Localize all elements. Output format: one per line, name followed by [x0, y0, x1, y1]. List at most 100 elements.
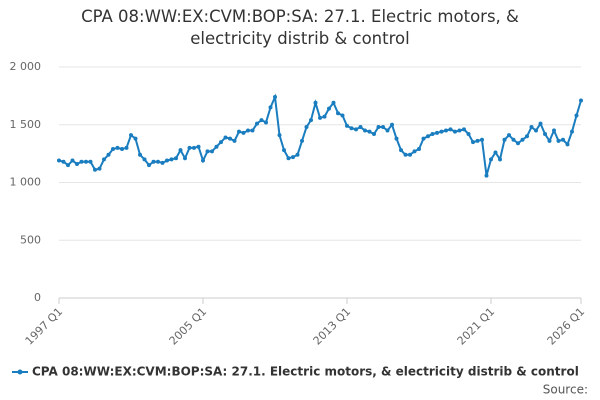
data-point	[304, 125, 309, 130]
data-point	[318, 115, 322, 120]
data-point	[430, 131, 435, 136]
data-point	[228, 136, 232, 141]
data-point	[291, 155, 295, 160]
data-point	[363, 128, 367, 133]
data-point	[529, 125, 534, 130]
data-point	[313, 100, 318, 105]
data-point	[327, 106, 331, 111]
data-point	[462, 127, 466, 132]
data-point	[277, 133, 282, 138]
data-point	[106, 152, 111, 157]
data-point	[84, 159, 88, 164]
data-point	[111, 147, 115, 152]
data-point	[115, 145, 120, 150]
data-point	[322, 114, 327, 119]
data-point	[160, 160, 165, 165]
data-point	[70, 158, 75, 163]
data-point	[471, 140, 475, 145]
data-point	[543, 131, 547, 136]
data-point	[565, 142, 570, 147]
data-point	[165, 158, 169, 163]
data-point	[444, 128, 448, 133]
data-point	[457, 128, 462, 133]
data-point	[237, 129, 241, 134]
data-point	[61, 159, 66, 164]
data-point	[507, 133, 511, 138]
data-point	[394, 136, 399, 141]
source: Source:	[543, 383, 588, 397]
data-point	[493, 150, 498, 155]
data-point	[151, 159, 156, 164]
data-point	[210, 149, 214, 154]
data-point	[538, 121, 543, 126]
data-point	[232, 138, 237, 143]
data-point	[124, 145, 129, 150]
data-point	[201, 158, 205, 163]
data-point	[340, 113, 345, 118]
x-tick-label: 2026 Q1	[545, 305, 588, 348]
y-tick-label: 2 000	[10, 60, 42, 73]
data-point	[511, 137, 516, 142]
data-point	[412, 149, 417, 154]
data-point	[489, 157, 493, 162]
data-point	[196, 144, 201, 149]
data-point	[138, 152, 142, 157]
data-point	[156, 159, 160, 164]
data-point	[282, 148, 286, 153]
data-point	[273, 95, 277, 100]
data-point	[417, 147, 421, 152]
data-point	[574, 113, 579, 118]
data-point	[97, 166, 102, 171]
x-tick-label: 2013 Q1	[311, 305, 354, 348]
data-point	[102, 157, 106, 162]
legend-label: CPA 08:WW:EX:CVM:BOP:SA: 27.1. Electric …	[32, 365, 579, 379]
data-point	[259, 118, 264, 123]
data-point	[534, 128, 538, 133]
y-tick-label: 1 500	[10, 118, 42, 131]
data-point	[475, 138, 480, 143]
data-point	[390, 122, 394, 127]
chart-title: CPA 08:WW:EX:CVM:BOP:SA: 27.1. Electric …	[81, 7, 519, 48]
data-point	[421, 136, 426, 141]
data-point	[295, 152, 300, 157]
data-point	[246, 128, 250, 133]
data-point	[579, 98, 583, 103]
data-point	[268, 105, 273, 110]
data-point	[426, 134, 430, 139]
data-point	[516, 141, 520, 146]
data-point	[349, 126, 354, 131]
data-point	[336, 111, 340, 116]
data-point	[367, 129, 372, 134]
data-point	[120, 147, 124, 152]
y-tick-label: 0	[34, 291, 41, 304]
data-point	[399, 148, 403, 153]
data-point	[241, 130, 246, 135]
data-point	[570, 129, 574, 134]
data-point	[354, 127, 358, 132]
data-point	[192, 145, 196, 150]
series-line	[58, 93, 582, 176]
data-point	[286, 156, 291, 161]
data-point	[453, 129, 457, 134]
data-point	[502, 137, 507, 142]
y-tick-label: 1 000	[10, 176, 42, 189]
data-point	[381, 125, 385, 130]
data-point	[525, 134, 529, 139]
data-point	[219, 140, 223, 145]
data-point	[358, 125, 363, 130]
data-point	[484, 173, 489, 178]
data-point	[345, 123, 349, 128]
data-point	[183, 156, 187, 161]
data-point	[552, 128, 556, 133]
data-point	[169, 157, 174, 162]
data-point	[79, 159, 84, 164]
data-point	[66, 163, 70, 168]
data-point	[75, 162, 79, 167]
data-point	[88, 159, 93, 164]
data-point	[466, 131, 471, 136]
x-tick-label: 2021 Q1	[455, 305, 498, 348]
data-point	[214, 144, 219, 149]
data-point	[561, 137, 565, 142]
data-point	[300, 138, 304, 143]
